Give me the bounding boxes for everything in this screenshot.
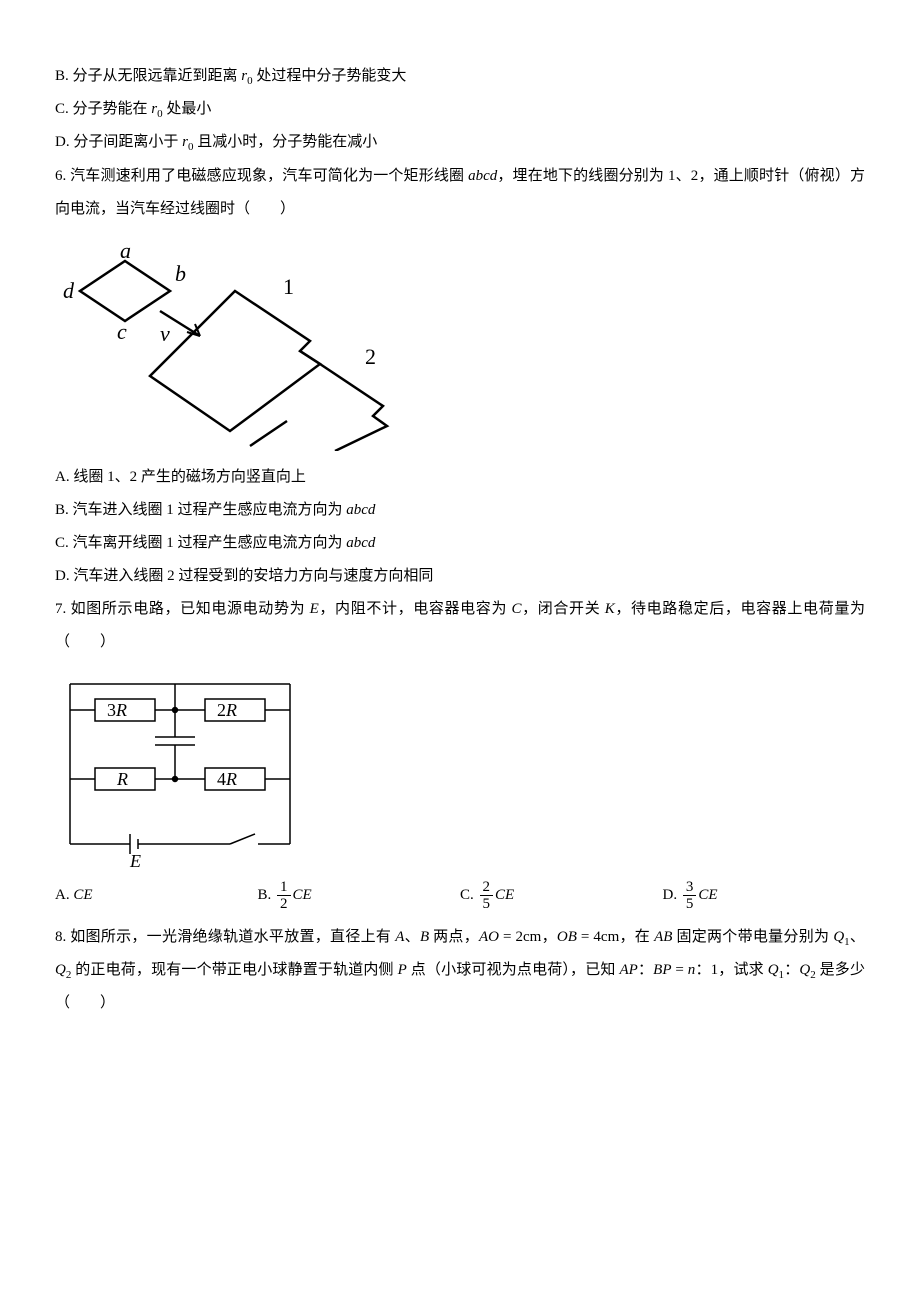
option-label: B. [258, 879, 272, 912]
option-text: C. 分子势能在 r0 处最小 [55, 101, 211, 117]
q8-stem: 8. 如图所示，一光滑绝缘轨道水平放置，直径上有 A、B 两点，AO = 2cm… [55, 921, 865, 1020]
label-r: R [116, 769, 128, 789]
label-coil2: 2 [365, 344, 376, 369]
label-c: c [117, 319, 127, 344]
q7-options: A. CE B. 12 CE C. 25 CE D. 35 CE [55, 879, 865, 913]
q5-option-b: B. 分子从无限远靠近到距离 r0 处过程中分子势能变大 [55, 60, 865, 93]
q6-option-b: B. 汽车进入线圈 1 过程产生感应电流方向为 abcd [55, 494, 865, 527]
option-text: D. 汽车进入线圈 2 过程受到的安培力方向与速度方向相同 [55, 568, 433, 584]
label-v: v [160, 321, 170, 346]
label-d: d [63, 278, 75, 303]
q5-option-c: C. 分子势能在 r0 处最小 [55, 93, 865, 126]
q5-option-d: D. 分子间距离小于 r0 且减小时，分子势能在减小 [55, 126, 865, 159]
option-value: CE [73, 879, 92, 912]
q7-option-a: A. CE [55, 879, 258, 913]
label-b: b [175, 261, 186, 286]
option-text: C. 汽车离开线圈 1 过程产生感应电流方向为 abcd [55, 535, 375, 551]
label-a: a [120, 238, 131, 263]
option-label: A. [55, 879, 70, 912]
option-text: B. 汽车进入线圈 1 过程产生感应电流方向为 abcd [55, 502, 375, 518]
q7-stem: 7. 如图所示电路，已知电源电动势为 E，内阻不计，电容器电容为 C，闭合开关 … [55, 593, 865, 659]
option-text: D. 分子间距离小于 r0 且减小时，分子势能在减小 [55, 134, 377, 150]
q6-option-d: D. 汽车进入线圈 2 过程受到的安培力方向与速度方向相同 [55, 560, 865, 593]
q6-option-c: C. 汽车离开线圈 1 过程产生感应电流方向为 abcd [55, 527, 865, 560]
label-emf: E [129, 851, 141, 869]
label-3r: 3R [107, 700, 127, 720]
option-label: C. [460, 879, 474, 912]
label-coil1: 1 [283, 274, 294, 299]
q6-diagram: a b c d v 1 2 [55, 236, 865, 451]
q7-diagram: 3R 2R R 4R E [55, 669, 865, 869]
label-2r: 2R [217, 700, 237, 720]
option-text: B. 分子从无限远靠近到距离 r0 处过程中分子势能变大 [55, 68, 406, 84]
q6-stem: 6. 汽车测速利用了电磁感应现象，汽车可简化为一个矩形线圈 abcd，埋在地下的… [55, 160, 865, 226]
option-text: A. 线圈 1、2 产生的磁场方向竖直向上 [55, 469, 306, 485]
q7-option-b: B. 12 CE [258, 879, 461, 913]
q6-option-a: A. 线圈 1、2 产生的磁场方向竖直向上 [55, 461, 865, 494]
q7-option-c: C. 25 CE [460, 879, 663, 913]
option-label: D. [663, 879, 678, 912]
q7-option-d: D. 35 CE [663, 879, 866, 913]
label-4r: 4R [217, 769, 237, 789]
